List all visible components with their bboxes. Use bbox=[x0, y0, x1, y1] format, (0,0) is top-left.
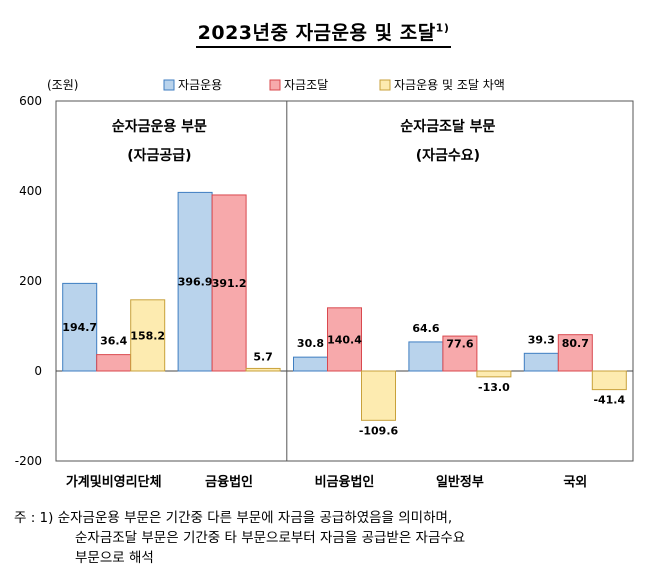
data-label: -13.0 bbox=[478, 381, 510, 394]
bar bbox=[361, 370, 396, 421]
footnote-line-3: 부문으로 해석 bbox=[75, 550, 154, 566]
footnote-row-1: 주 : 1) 순자금운용 부문은 기간중 다른 부문에 자금을 공급하였음을 의… bbox=[14, 508, 639, 528]
y-tick-label: -200 bbox=[15, 454, 42, 468]
data-label: 5.7 bbox=[253, 350, 273, 363]
footnote-line-2: 순자금조달 부문은 기간중 타 부문으로부터 자금을 공급받은 자금수요 bbox=[75, 530, 466, 546]
x-tick-label: 국외 bbox=[563, 474, 587, 490]
bar bbox=[523, 352, 559, 372]
bar bbox=[177, 191, 213, 372]
chart-canvas: -200 0 200 400 600 (조원) 순자금운용 부문 (자금공급) 순자금조달 부문… bbox=[15, 78, 634, 490]
panel-title: 순자금운용 부문 bbox=[112, 119, 207, 135]
data-label: 396.9 bbox=[178, 276, 213, 289]
data-label: -41.4 bbox=[593, 394, 625, 407]
legend-label: 자금운용 및 조달 차액 bbox=[394, 78, 505, 92]
data-label: 391.2 bbox=[212, 277, 247, 290]
y-tick-label: 400 bbox=[19, 184, 42, 198]
x-tick-label: 일반정부 bbox=[436, 474, 484, 490]
legend-swatch bbox=[379, 79, 391, 91]
y-tick-label: 0 bbox=[34, 364, 42, 378]
bar bbox=[62, 282, 98, 372]
bar bbox=[96, 354, 132, 372]
y-tick-label: 600 bbox=[19, 94, 42, 108]
data-label: 64.6 bbox=[412, 322, 439, 335]
footnote: 주 : 1) 순자금운용 부문은 기간중 다른 부문에 자금을 공급하였음을 의… bbox=[14, 508, 639, 568]
data-label: 77.6 bbox=[446, 338, 473, 351]
data-label: -109.6 bbox=[359, 424, 399, 437]
y-unit-label: (조원) bbox=[47, 78, 78, 92]
chart-title-wrap: 2023년중 자금운용 및 조달1) bbox=[0, 18, 647, 48]
data-label: 80.7 bbox=[562, 337, 589, 350]
data-label: 30.8 bbox=[297, 337, 324, 350]
bar bbox=[327, 307, 362, 372]
chart-title: 2023년중 자금운용 및 조달1) bbox=[195, 21, 452, 48]
plot-frame bbox=[55, 100, 634, 462]
panel-subtitle: (자금공급) bbox=[127, 148, 191, 164]
chart-title-superscript: 1) bbox=[435, 21, 450, 35]
panel-title: 순자금조달 부문 bbox=[400, 119, 495, 135]
data-label: 36.4 bbox=[100, 335, 127, 348]
data-label: 39.3 bbox=[528, 333, 555, 346]
bar bbox=[408, 341, 444, 372]
legend-swatch bbox=[269, 79, 281, 91]
x-tick-label: 금융법인 bbox=[205, 474, 253, 490]
data-label: 140.4 bbox=[327, 333, 362, 346]
bar bbox=[245, 367, 281, 372]
bar bbox=[130, 299, 166, 372]
footnote-prefix: 주 : 1) bbox=[14, 510, 54, 526]
bar bbox=[293, 356, 328, 372]
x-tick-label: 가계및비영리단체 bbox=[66, 474, 162, 490]
y-tick-label: 200 bbox=[19, 274, 42, 288]
bar bbox=[476, 370, 512, 378]
chart-title-text: 2023년중 자금운용 및 조달 bbox=[197, 22, 436, 44]
x-tick-label: 비금융법인 bbox=[315, 474, 375, 490]
footnote-line-1: 순자금운용 부문은 기간중 다른 부문에 자금을 공급하였음을 의미하며, bbox=[57, 510, 453, 526]
panel-subtitle: (자금수요) bbox=[416, 148, 480, 164]
bar bbox=[442, 335, 478, 372]
bar bbox=[591, 370, 627, 391]
data-label: 158.2 bbox=[130, 329, 165, 342]
legend-label: 자금조달 bbox=[284, 78, 328, 92]
bar bbox=[557, 334, 593, 372]
legend-label: 자금운용 bbox=[178, 78, 222, 92]
legend-swatch bbox=[163, 79, 175, 91]
bar bbox=[211, 194, 247, 372]
data-label: 194.7 bbox=[62, 321, 97, 334]
